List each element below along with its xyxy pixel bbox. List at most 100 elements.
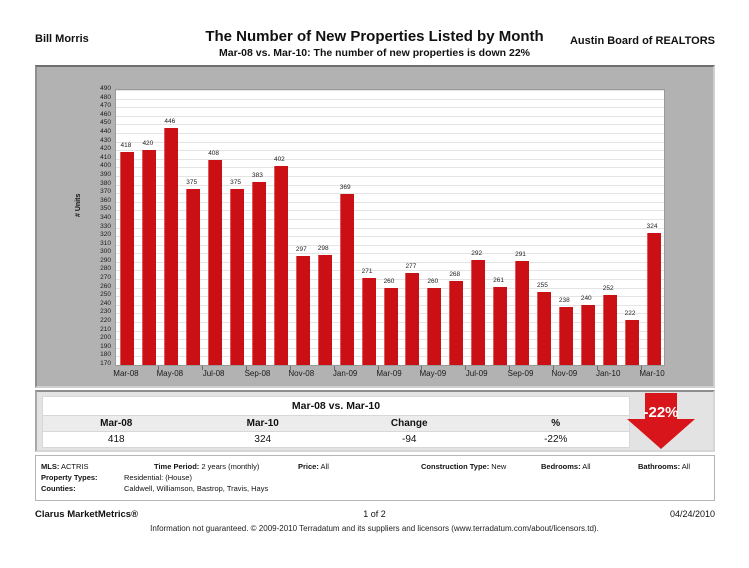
x-tick-label: May-08	[156, 369, 184, 378]
counties-label: Counties:	[41, 484, 76, 493]
x-tick-mark	[509, 366, 511, 370]
y-tick-label: 360	[100, 196, 111, 204]
bar-value-label: 240	[580, 294, 592, 302]
summary-table: Mar-08 vs. Mar-10 Mar-08 Mar-10 Change% 41…	[42, 396, 630, 448]
x-tick-label: Nov-08	[288, 369, 315, 378]
y-tick-label: 430	[100, 136, 111, 144]
bar-value-label: 375	[186, 178, 198, 186]
x-tick-label: Sep-09	[507, 369, 534, 378]
y-tick-label: 310	[100, 239, 111, 247]
y-tick-label: 260	[100, 282, 111, 290]
bedrooms-field: Bedrooms: All	[541, 462, 591, 471]
bar-value-label: 292	[471, 250, 483, 258]
bar-value-label: 291	[515, 251, 526, 259]
gridline	[116, 193, 664, 195]
gridline	[116, 132, 664, 134]
bar	[405, 273, 420, 365]
bar	[273, 165, 288, 365]
y-tick-label: 480	[100, 93, 111, 101]
y-tick-label: 400	[100, 162, 111, 170]
summary-value-row: 418 324 -94 -22%	[42, 432, 630, 448]
y-tick-label: 200	[100, 334, 111, 342]
gridline	[116, 107, 664, 109]
y-tick-label: 220	[100, 317, 111, 325]
bar-value-label: 408	[208, 150, 220, 158]
bar-value-label: 297	[295, 245, 307, 253]
bar	[558, 306, 573, 365]
y-tick-label: 330	[100, 222, 111, 230]
x-tick-mark	[596, 366, 598, 370]
y-tick-label: 380	[100, 179, 111, 187]
y-axis-title: # Units	[75, 193, 82, 217]
bar-value-label: 383	[252, 171, 263, 179]
y-tick-label: 180	[100, 351, 111, 359]
bar-value-label: 252	[602, 284, 614, 292]
summary-title: Mar-08 vs. Mar-10	[42, 396, 630, 416]
time-period-field: Time Period: 2 years (monthly)	[154, 462, 260, 471]
summary-value-cell: -22%	[544, 434, 568, 445]
gridline	[116, 279, 664, 281]
x-tick-label: Mar-09	[376, 369, 402, 378]
x-tick-mark	[158, 366, 160, 370]
report-subtitle: Mar-08 vs. Mar-10: The number of new pro…	[219, 47, 530, 59]
bar-value-label: 446	[164, 117, 176, 125]
bar-value-label: 238	[558, 296, 570, 304]
property-types-label: Property Types:	[41, 473, 98, 482]
bar-value-label: 222	[624, 310, 636, 318]
summary-value-cell: -94	[402, 434, 417, 445]
x-tick-label: Jul-08	[202, 369, 225, 378]
footer-date: 04/24/2010	[669, 509, 715, 519]
bar	[383, 287, 398, 365]
x-tick-label: Sep-08	[244, 369, 271, 378]
bar	[515, 261, 530, 365]
y-tick-label: 340	[100, 213, 111, 221]
y-tick-label: 270	[100, 274, 111, 282]
gridline	[116, 184, 664, 186]
gridline	[116, 175, 664, 177]
bar	[471, 260, 486, 365]
gridline	[116, 98, 664, 100]
x-tick-label: Jul-09	[465, 369, 488, 378]
summary-header-cell: Change	[390, 418, 428, 429]
x-tick-mark	[246, 366, 248, 370]
bar-value-label: 260	[383, 277, 395, 285]
gridline	[116, 158, 664, 160]
x-tick-mark	[552, 366, 554, 370]
y-tick-label: 280	[100, 265, 111, 273]
criteria-box: MLS: ACTRIS Time Period: 2 years (monthl…	[35, 455, 715, 501]
bar	[580, 304, 595, 365]
construction-type-field: Construction Type: New	[421, 462, 507, 471]
y-tick-label: 470	[100, 102, 111, 110]
plot-area	[115, 89, 665, 366]
summary-header-row: Mar-08 Mar-10 Change%	[42, 416, 630, 432]
report-title: The Number of New Properties Listed by M…	[205, 28, 544, 45]
summary-header-cell: %	[551, 418, 561, 429]
y-tick-label: 490	[100, 85, 111, 92]
y-tick-label: 190	[100, 342, 111, 350]
y-tick-label: 370	[100, 188, 111, 196]
bar	[164, 127, 179, 365]
x-tick-mark	[421, 366, 423, 370]
y-tick-label: 450	[100, 119, 111, 127]
bar	[361, 278, 376, 365]
footer-page-number: 1 of 2	[363, 509, 386, 519]
gridline	[116, 236, 664, 238]
x-tick-mark	[333, 366, 335, 370]
footer-product: Clarus MarketMetrics®	[35, 509, 139, 520]
gridline	[116, 124, 664, 126]
bar-value-label: 255	[537, 281, 548, 289]
bar	[186, 188, 201, 365]
y-tick-label: 250	[100, 291, 111, 299]
x-tick-label: Nov-09	[551, 369, 578, 378]
bar-value-label: 260	[427, 277, 439, 285]
footer-disclaimer: Information not guaranteed. © 2009-2010 …	[150, 524, 599, 533]
bar	[295, 255, 310, 365]
bar	[536, 291, 551, 365]
x-tick-label: Jan-10	[595, 369, 621, 378]
bar-value-label: 298	[317, 245, 329, 252]
x-tick-mark	[640, 366, 642, 370]
y-tick-label: 460	[100, 110, 111, 118]
bar	[142, 150, 157, 365]
agent-name: Bill Morris	[35, 33, 89, 45]
x-tick-label: Jan-09	[332, 369, 358, 378]
